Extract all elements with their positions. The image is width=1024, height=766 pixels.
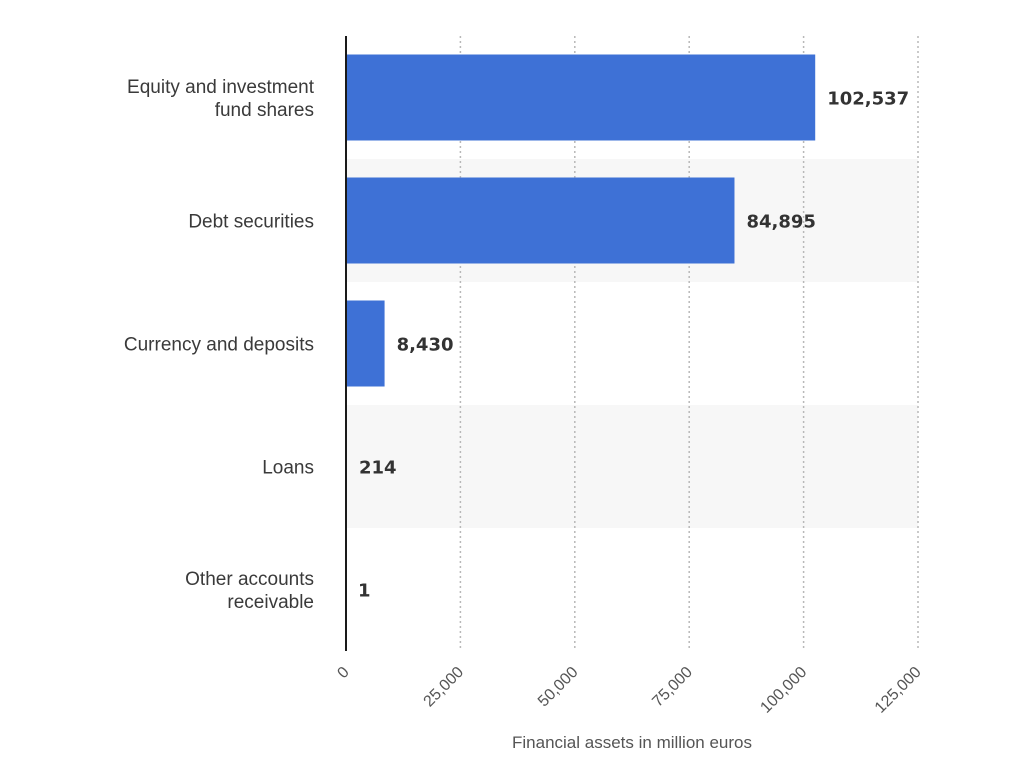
category-label: Other accounts receivable: [185, 569, 314, 613]
x-tick-labels: 0 25,000 50,000 75,000 100,000 125,000: [334, 664, 924, 717]
category-label: Currency and deposits: [124, 335, 314, 356]
bar: [346, 54, 816, 141]
value-label: 84,895: [746, 212, 815, 233]
value-label: 102,537: [827, 89, 909, 110]
bar: [346, 300, 385, 387]
value-label: 214: [359, 458, 397, 479]
category-label: Equity and investment fund shares: [127, 77, 315, 121]
category-labels: Equity and investment fund shares Debt sec…: [124, 77, 315, 613]
x-tick-label: 0: [334, 664, 352, 682]
x-tick-label: 50,000: [535, 664, 582, 711]
x-tick-label: 25,000: [421, 664, 468, 711]
bars: [346, 54, 816, 633]
x-tick-label: 125,000: [872, 664, 925, 717]
value-label: 1: [358, 581, 371, 602]
x-axis-title: Financial assets in million euros: [512, 733, 752, 752]
value-label: 8,430: [397, 335, 454, 356]
x-tick-label: 100,000: [757, 664, 810, 717]
category-label: Debt securities: [188, 212, 314, 233]
x-tick-label: 75,000: [649, 664, 696, 711]
bar: [346, 177, 735, 264]
value-labels: 102,537 84,895 8,430 214 1: [358, 89, 909, 602]
row-band: [346, 405, 918, 528]
category-label: Loans: [262, 458, 314, 479]
